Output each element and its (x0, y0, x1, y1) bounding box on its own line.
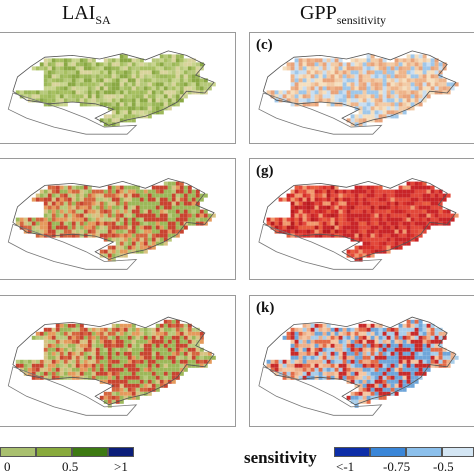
gpp-title-sub: sensitivity (336, 13, 387, 27)
desert-outline (258, 92, 383, 135)
map-cells (266, 181, 459, 262)
map-panel-left-1 (0, 32, 236, 144)
sensitivity-swatch-2 (370, 447, 406, 457)
region-outline (262, 178, 457, 260)
desert-outline (7, 366, 138, 416)
lai-colorbar-swatch-2 (36, 447, 72, 457)
region-outline (262, 50, 457, 126)
panel-label-k: (k) (256, 300, 275, 316)
gpp-column-title: GPPsensitivity (300, 2, 386, 28)
lai-tick-2: >1 (114, 459, 128, 474)
lai-title-sub: SA (95, 13, 111, 27)
region-outline (12, 316, 215, 406)
region-outline (12, 50, 215, 126)
map-g (258, 178, 459, 270)
map-panel-k: (k) (249, 295, 474, 427)
lai-column-title: LAISA (62, 2, 111, 28)
sensitivity-tick-1: -0.75 (383, 459, 411, 474)
sensitivity-colorbar-title: sensitivity (244, 448, 317, 467)
map-panel-c: (c) (249, 32, 474, 144)
gpp-title-main: GPP (300, 2, 337, 24)
lai-colorbar-swatch-1 (0, 447, 36, 457)
lai-colorbar-swatch-3 (72, 447, 108, 457)
panel-label-g: (g) (256, 163, 274, 179)
map-panel-g: (g) (249, 158, 474, 280)
sensitivity-swatch-1 (334, 447, 370, 457)
desert-outline (258, 223, 383, 270)
desert-outline (7, 92, 138, 135)
lai-tick-0: 0 (4, 459, 11, 474)
sensitivity-tick-2: -0.5 (433, 459, 454, 474)
map-cells (266, 319, 459, 408)
sensitivity-swatch-3 (406, 447, 442, 457)
desert-outline (258, 366, 383, 416)
region-outline (262, 316, 457, 406)
map-panel-left-2 (0, 158, 236, 280)
desert-outline (7, 223, 138, 270)
lai-tick-1: 0.5 (62, 459, 79, 474)
map-cells (15, 319, 216, 408)
sensitivity-swatch-4 (442, 447, 474, 457)
map-c (258, 50, 459, 135)
lai-title-main: LAI (62, 2, 96, 24)
panel-label-c: (c) (256, 37, 273, 53)
region-outline (12, 178, 215, 260)
map-left-3 (7, 316, 216, 416)
lai-colorbar-swatch-4 (108, 447, 134, 457)
sensitivity-tick-0: <-1 (336, 459, 355, 474)
map-panel-left-3 (0, 295, 236, 427)
map-left-2 (7, 178, 216, 270)
map-cells (266, 54, 459, 127)
map-cells (15, 54, 216, 127)
map-left-1 (7, 50, 216, 135)
map-cells (15, 181, 216, 262)
map-k (258, 316, 459, 416)
